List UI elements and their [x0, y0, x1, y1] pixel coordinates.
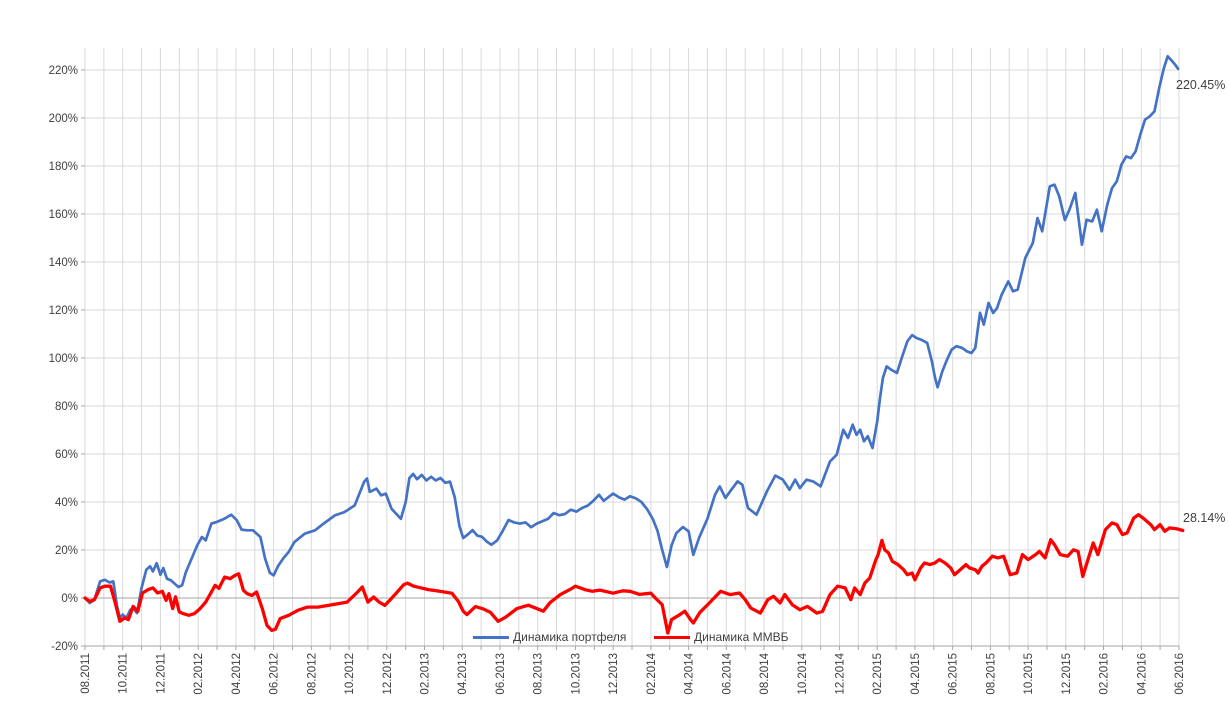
x-tick-label: 08.2015: [985, 653, 997, 695]
x-tick-label: 10.2013: [570, 653, 582, 695]
x-tick-label: 12.2012: [382, 653, 394, 695]
y-tick-label: 0%: [61, 593, 78, 605]
x-tick-label: 08.2012: [306, 653, 318, 695]
x-tick-label: 04.2016: [1136, 653, 1148, 695]
y-tick-label: 60%: [55, 449, 78, 461]
x-tick-label: 02.2013: [420, 653, 432, 695]
x-tick-label: 08.2013: [533, 653, 545, 695]
x-tick-label: 02.2015: [872, 653, 884, 695]
mmvb-legend-swatch: [654, 635, 690, 639]
portfolio-legend-swatch: [473, 635, 509, 639]
y-tick-label: 100%: [49, 353, 78, 365]
x-tick-label: 06.2013: [495, 653, 507, 695]
y-tick-label: 140%: [49, 257, 78, 269]
mmvb-legend-label: Динамика ММВБ: [694, 630, 789, 644]
x-tick-label: 10.2012: [344, 653, 356, 695]
y-tick-label: 200%: [49, 113, 78, 125]
x-tick-label: 06.2014: [721, 652, 733, 694]
legend-item-portfolio: Динамика портфеля: [473, 630, 626, 644]
x-tick-label: 06.2015: [948, 653, 960, 695]
y-tick-label: 20%: [55, 545, 78, 557]
portfolio-end-value-label: 220.45%: [1176, 78, 1226, 92]
x-tick-label: 02.2014: [646, 652, 658, 694]
y-tick-label: 120%: [49, 305, 78, 317]
x-tick-label: 10.2015: [1023, 653, 1035, 695]
y-tick-label: 80%: [55, 401, 78, 413]
y-tick-label: 40%: [55, 497, 78, 509]
x-tick-label: 12.2013: [608, 653, 620, 695]
x-tick-label: 10.2011: [118, 653, 130, 694]
x-tick-label: 04.2013: [457, 653, 469, 695]
legend-item-mmvb: Динамика ММВБ: [654, 630, 788, 644]
portfolio-legend-label: Динамика портфеля: [513, 630, 627, 644]
y-tick-label: 220%: [49, 65, 78, 77]
y-tick-label: -20%: [51, 641, 78, 653]
x-tick-label: 12.2015: [1061, 653, 1073, 695]
portfolio-series-line: [83, 54, 1180, 620]
y-tick-label: 160%: [49, 209, 78, 221]
x-tick-label: 04.2015: [910, 653, 922, 695]
x-tick-label: 02.2012: [193, 653, 205, 695]
x-tick-label: 04.2012: [231, 653, 243, 695]
mmvb-series-line: [83, 513, 1185, 635]
x-tick-label: 04.2014: [684, 652, 696, 694]
x-tick-label: 10.2014: [797, 652, 809, 694]
x-tick-label: 02.2016: [1099, 653, 1111, 695]
x-tick-label: 12.2014: [835, 652, 847, 694]
x-tick-label: 08.2011: [80, 653, 92, 694]
y-tick-label: 180%: [49, 161, 78, 173]
x-tick-label: 06.2012: [269, 653, 281, 695]
x-tick-label: 12.2011: [155, 653, 167, 694]
mmvb-end-value-label: 28.14%: [1183, 511, 1226, 525]
x-tick-label: 08.2014: [759, 652, 771, 694]
x-tick-label: 06.2016: [1174, 653, 1186, 695]
